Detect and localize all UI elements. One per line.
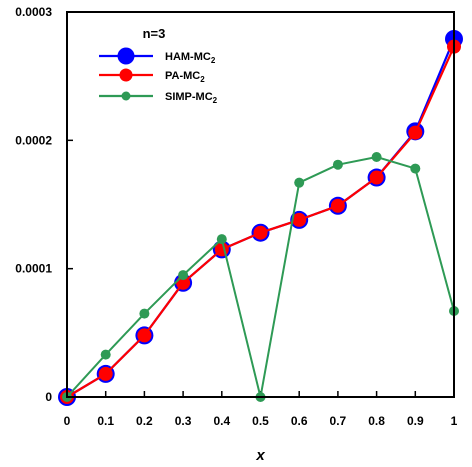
- series-line: [66, 156, 455, 398]
- legend-label-main: HAM-MC: [165, 51, 211, 63]
- legend-label: SIMP-MC2: [165, 91, 218, 105]
- x-tick-label: 0.6: [291, 414, 308, 428]
- legend-label: PA-MC2: [165, 70, 205, 84]
- x-tick-label: 1: [451, 414, 458, 428]
- legend-label: HAM-MC2: [165, 51, 216, 65]
- data-point: [332, 159, 343, 170]
- x-tick-label: 0.3: [175, 414, 192, 428]
- y-tick-label: 0.0003: [15, 5, 52, 19]
- legend-swatch-marker: [121, 91, 131, 101]
- x-axis-label: x: [255, 447, 265, 464]
- labels-layer: 0 0.1 0.2 0.3 0.4 0.5 0.6 0.7 0.8 0.9 1 0 0.0001 0.00…: [15, 5, 457, 464]
- data-point: [408, 125, 423, 140]
- series-1: [58, 29, 463, 406]
- y-tick-label: 0: [45, 390, 52, 404]
- data-point: [253, 225, 268, 240]
- series-2: [60, 39, 461, 404]
- x-tick-label: 0.1: [97, 414, 114, 428]
- data-point: [139, 308, 150, 319]
- data-point: [216, 234, 227, 245]
- legend-label-main: PA-MC: [165, 70, 200, 82]
- x-tick-label: 0.8: [368, 414, 385, 428]
- data-point: [292, 212, 307, 227]
- data-point: [137, 328, 152, 343]
- series-layer: [58, 29, 463, 406]
- x-tick-label: 0.2: [136, 414, 153, 428]
- legend-label-subscript: 2: [213, 96, 218, 105]
- legend-label-main: SIMP-MC: [165, 91, 213, 103]
- x-tick-label: 0.5: [252, 414, 269, 428]
- plot-frame: [66, 11, 455, 398]
- legend-swatch-marker: [117, 47, 135, 65]
- legend-title: n=3: [143, 26, 166, 41]
- x-tick-label: 0.9: [407, 414, 424, 428]
- legend-entry: PA-MC2: [99, 68, 205, 84]
- legend-swatch-marker: [119, 68, 133, 82]
- x-tick-label: 0.4: [213, 414, 230, 428]
- data-point: [410, 163, 421, 174]
- legend-label-subscript: 2: [200, 75, 205, 84]
- y-tick-label: 0.0001: [15, 262, 52, 276]
- data-point: [371, 152, 382, 163]
- data-point: [100, 349, 111, 360]
- data-point: [178, 270, 189, 281]
- x-tick-label: 0.7: [330, 414, 347, 428]
- data-point: [369, 170, 384, 185]
- series-3: [62, 152, 459, 402]
- y-tick-label: 0.0002: [15, 133, 52, 147]
- data-point: [294, 177, 305, 188]
- legend-label-subscript: 2: [211, 56, 216, 65]
- x-tick-label: 0: [64, 414, 71, 428]
- data-point: [98, 366, 113, 381]
- legend-entry: HAM-MC2: [99, 47, 216, 65]
- legend-entry: SIMP-MC2: [99, 91, 218, 105]
- data-point: [330, 198, 345, 213]
